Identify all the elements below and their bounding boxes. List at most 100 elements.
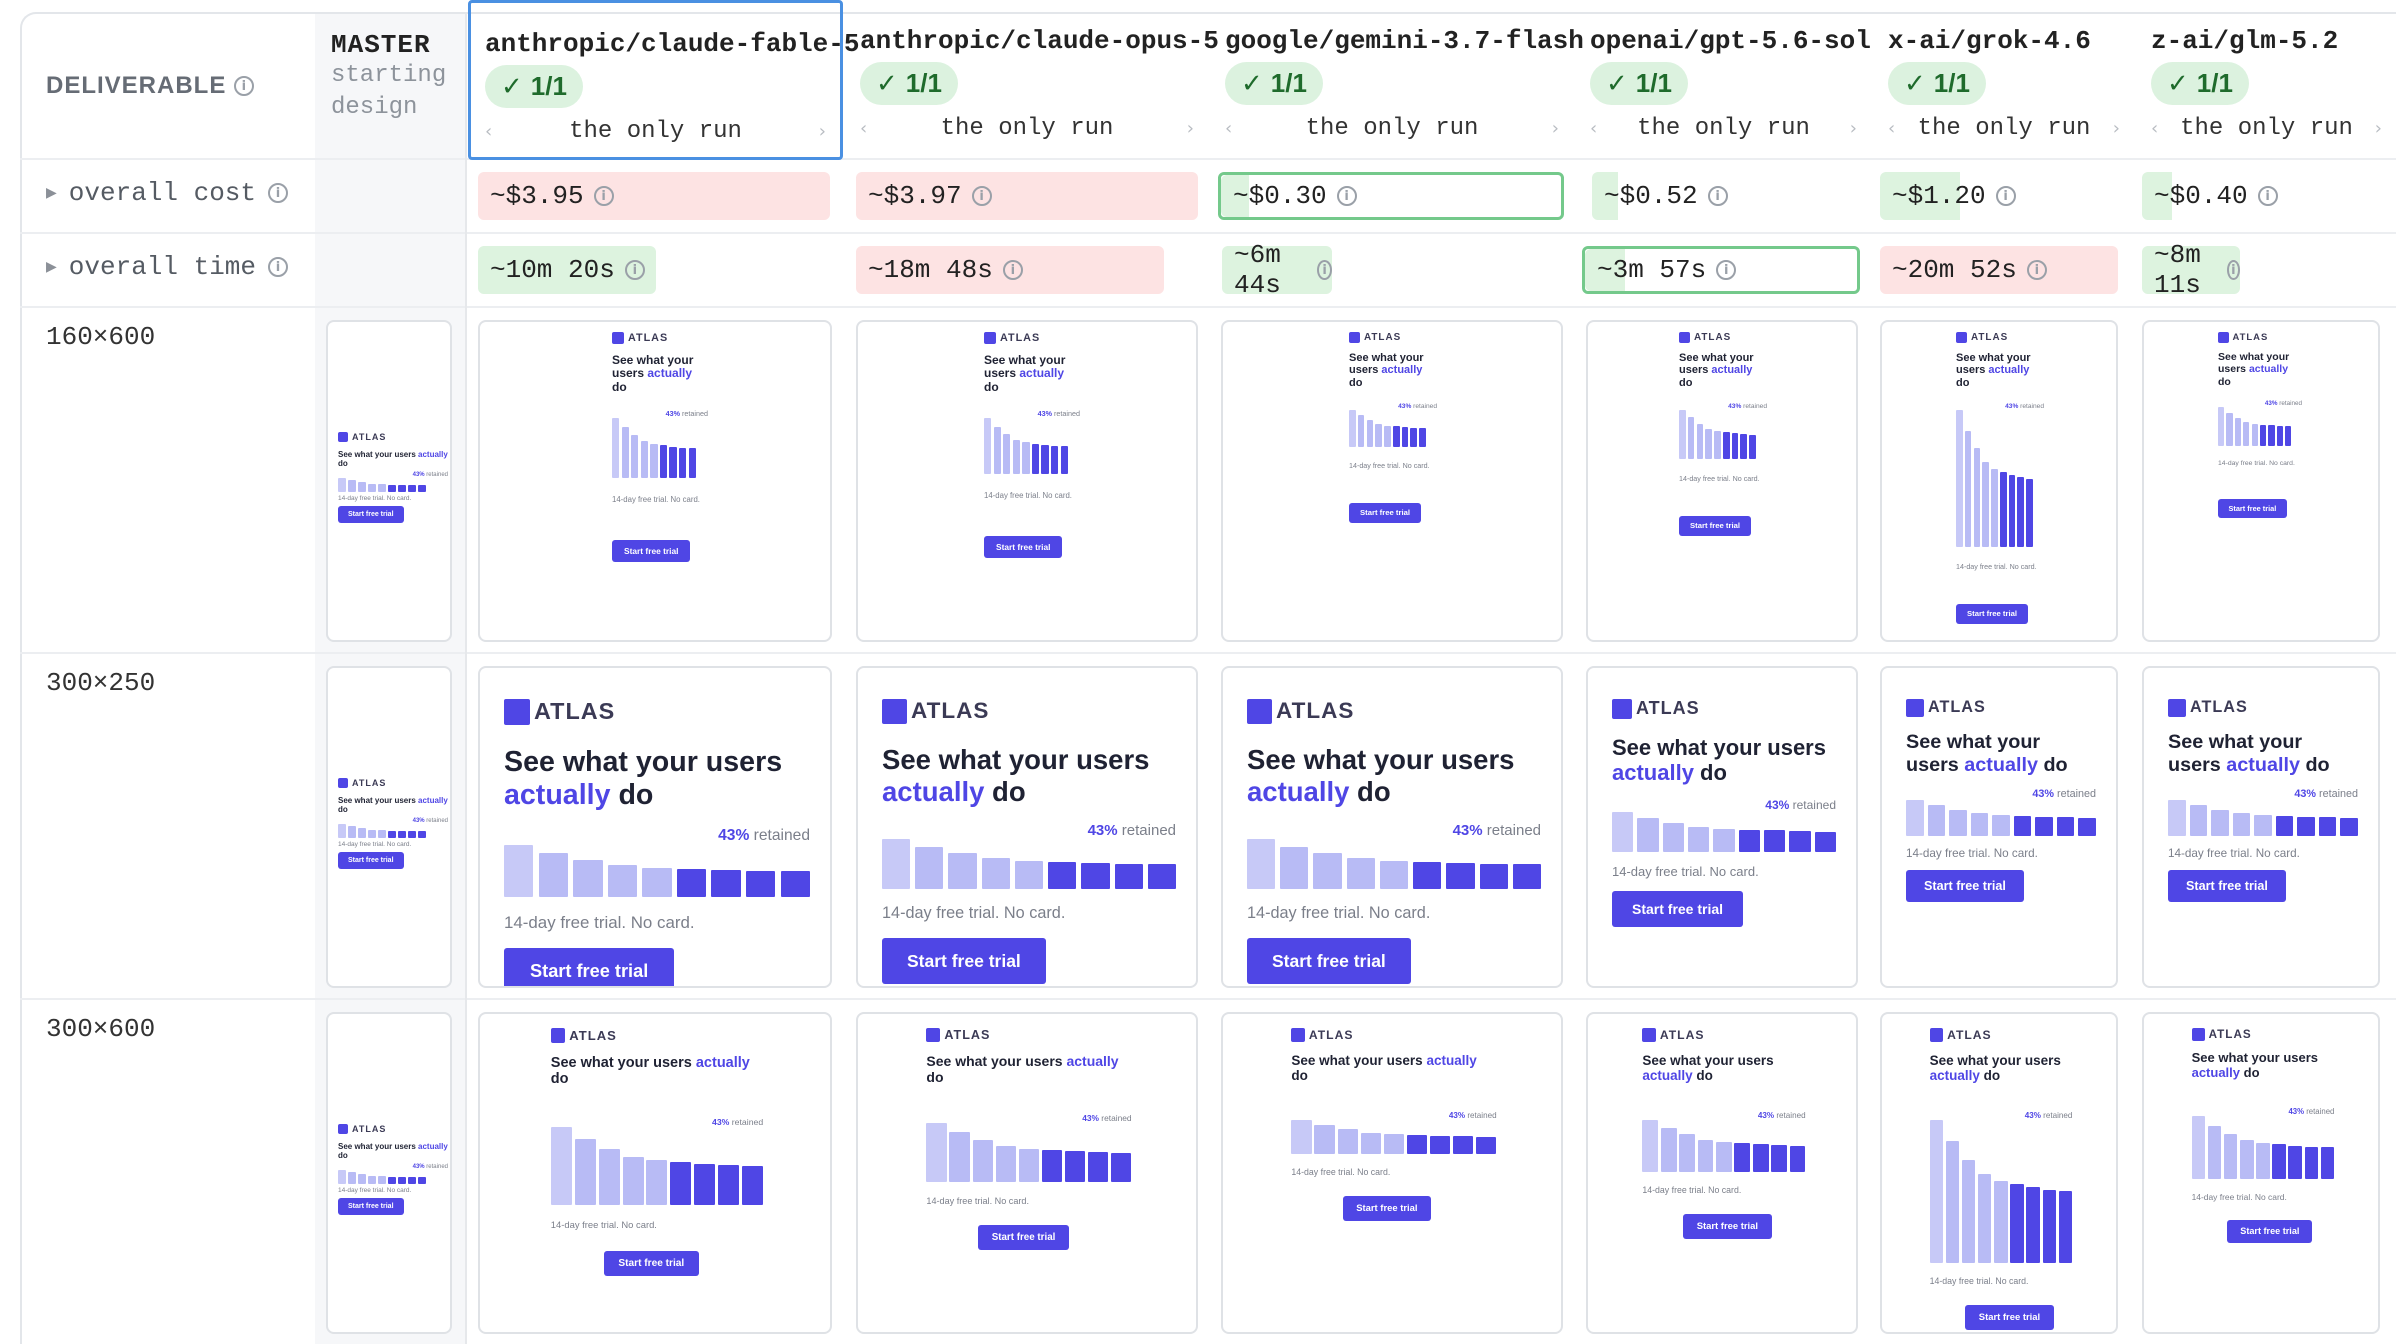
chevron-right-icon[interactable]: › — [2374, 117, 2382, 139]
chevron-left-icon[interactable]: ‹ — [1225, 117, 1233, 139]
info-icon[interactable]: i — [1716, 260, 1737, 280]
chevron-right-icon[interactable]: › — [2112, 117, 2120, 139]
start-trial-button[interactable]: Start free trial — [882, 938, 1046, 985]
model-column-header[interactable]: z-ai/glm-5.2 ✓ 1/1 ‹ the only run › — [2137, 0, 2396, 160]
banner-300x250[interactable]: ATLAS See what your users actually do 43% … — [1586, 666, 1858, 988]
banner-160x600[interactable]: ATLAS See what your users actually do 43% … — [1586, 320, 1858, 642]
banner-300x250[interactable]: ATLAS See what your users actually do 43% … — [1221, 666, 1563, 988]
start-trial-button[interactable]: Start free trial — [603, 1250, 699, 1277]
info-icon[interactable]: i — [268, 257, 289, 277]
banner-300x600[interactable]: ATLAS See what your users actually do 43% … — [1221, 1012, 1563, 1334]
banner-300x250[interactable]: ATLAS See what your users actually do 43% … — [326, 666, 452, 988]
retention-chart: 43% retained — [1291, 1111, 1497, 1154]
start-trial-button[interactable]: Start free trial — [1679, 515, 1751, 536]
model-column-header[interactable]: anthropic/claude-fable-5 ✓ 1/1 ‹ the only ru… — [468, 0, 859, 160]
run-selector[interactable]: ‹ the only run › — [1225, 112, 1559, 144]
start-trial-button[interactable]: Start free trial — [338, 506, 404, 524]
info-icon[interactable]: i — [2257, 186, 2278, 206]
banner-160x600[interactable]: ATLAS See what your users actually do 43% … — [856, 320, 1198, 642]
start-trial-button[interactable]: Start free trial — [1965, 1305, 2054, 1330]
chevron-right-icon[interactable]: › — [1551, 117, 1559, 139]
banner-300x600[interactable]: ATLAS See what your users actually do 43% … — [478, 1012, 832, 1334]
expand-triangle-icon[interactable]: ▶ — [46, 185, 57, 201]
chevron-right-icon[interactable]: › — [818, 120, 826, 142]
info-icon[interactable]: i — [971, 186, 992, 206]
expand-triangle-icon[interactable]: ▶ — [46, 259, 57, 275]
chart-bar — [2320, 1147, 2335, 1179]
run-selector[interactable]: ‹ the only run › — [2151, 112, 2382, 144]
model-column-header[interactable]: x-ai/grok-4.6 ✓ 1/1 ‹ the only run › — [1874, 0, 2134, 160]
start-trial-button[interactable]: Start free trial — [1349, 502, 1421, 523]
chart-bar — [670, 1162, 692, 1205]
start-trial-button[interactable]: Start free trial — [338, 852, 404, 870]
chevron-right-icon[interactable]: › — [1186, 117, 1194, 139]
banner-300x250[interactable]: ATLAS See what your users actually do 43% … — [856, 666, 1198, 988]
info-icon[interactable]: i — [593, 186, 614, 206]
overall-cost-toggle[interactable]: ▶ overall cost i — [46, 178, 289, 208]
info-icon[interactable]: i — [1995, 186, 2016, 206]
banner-300x600[interactable]: ATLAS See what your users actually do 43% … — [1586, 1012, 1858, 1334]
bar-series — [1906, 799, 2096, 836]
banner-160x600[interactable]: ATLAS See what your users actually do 43% … — [326, 320, 452, 642]
run-selector[interactable]: ‹ the only run › — [1590, 112, 1857, 144]
start-trial-button[interactable]: Start free trial — [1612, 890, 1744, 927]
retained-label: 43% retained — [1906, 788, 2096, 800]
start-trial-button[interactable]: Start free trial — [1956, 603, 2028, 624]
overall-time-toggle[interactable]: ▶ overall time i — [46, 252, 289, 282]
info-icon[interactable]: i — [268, 183, 289, 203]
start-trial-button[interactable]: Start free trial — [1342, 1196, 1432, 1221]
start-trial-button[interactable]: Start free trial — [2218, 498, 2287, 519]
banner-300x250[interactable]: ATLAS See what your users actually do 43% … — [478, 666, 832, 988]
chevron-right-icon[interactable]: › — [1849, 117, 1857, 139]
banner-160x600[interactable]: ATLAS See what your users actually do 43% … — [1221, 320, 1563, 642]
start-trial-button[interactable]: Start free trial — [612, 540, 691, 563]
info-icon[interactable]: i — [2226, 260, 2240, 280]
chevron-left-icon[interactable]: ‹ — [1590, 117, 1598, 139]
start-trial-button[interactable]: Start free trial — [984, 536, 1063, 559]
chart-bar — [2013, 815, 2032, 836]
info-icon[interactable]: i — [2026, 260, 2047, 280]
model-column-header[interactable]: anthropic/claude-opus-5 ✓ 1/1 ‹ the only run… — [846, 0, 1219, 160]
chevron-left-icon[interactable]: ‹ — [485, 120, 493, 142]
start-trial-button[interactable]: Start free trial — [977, 1225, 1070, 1251]
start-trial-button[interactable]: Start free trial — [2227, 1219, 2313, 1243]
chart-bar — [1018, 1148, 1040, 1182]
model-column-header[interactable]: google/gemini-3.7-flash ✓ 1/1 ‹ the only run… — [1211, 0, 1584, 160]
chevron-left-icon[interactable]: ‹ — [1888, 117, 1896, 139]
info-icon[interactable]: i — [624, 260, 645, 280]
banner-300x250[interactable]: ATLAS See what your users actually do 43% … — [1880, 666, 2118, 988]
metric-value: ~18m 48s — [868, 255, 993, 285]
info-icon[interactable]: i — [1002, 260, 1023, 280]
retained-word: retained — [2304, 1107, 2335, 1117]
cost-pill: ~$0.30 i — [1218, 172, 1564, 220]
chart-bar — [1679, 1134, 1695, 1172]
chevron-left-icon[interactable]: ‹ — [860, 117, 868, 139]
banner-300x600[interactable]: ATLAS See what your users actually do 43% … — [2142, 1012, 2380, 1334]
banner-300x600[interactable]: ATLAS See what your users actually do 43% … — [1880, 1012, 2118, 1334]
run-selector[interactable]: ‹ the only run › — [1888, 112, 2120, 144]
start-trial-button[interactable]: Start free trial — [338, 1198, 404, 1216]
banner-160x600[interactable]: ATLAS See what your users actually do 43% … — [2142, 320, 2380, 642]
chart-bar — [1949, 809, 1967, 836]
info-icon[interactable]: i — [1336, 186, 1357, 206]
model-column-header[interactable]: openai/gpt-5.6-sol ✓ 1/1 ‹ the only run › — [1576, 0, 1871, 160]
run-selector[interactable]: ‹ the only run › — [485, 115, 826, 147]
info-icon[interactable]: i — [1707, 186, 1728, 206]
start-trial-button[interactable]: Start free trial — [1906, 870, 2024, 903]
start-trial-button[interactable]: Start free trial — [1683, 1214, 1772, 1239]
info-icon[interactable]: i — [234, 76, 255, 96]
banner-300x600[interactable]: ATLAS See what your users actually do 43% … — [856, 1012, 1198, 1334]
run-selector[interactable]: ‹ the only run › — [860, 112, 1194, 144]
banner-160x600[interactable]: ATLAS See what your users actually do 43% … — [1880, 320, 2118, 642]
banner-160x600[interactable]: ATLAS See what your users actually do 43% … — [478, 320, 832, 642]
banner-300x600[interactable]: ATLAS See what your users actually do 43% … — [326, 1012, 452, 1334]
start-trial-button[interactable]: Start free trial — [1247, 938, 1411, 985]
chart-bar — [679, 447, 687, 479]
retained-word: retained — [424, 472, 448, 479]
chevron-left-icon[interactable]: ‹ — [2151, 117, 2159, 139]
banner-300x250[interactable]: ATLAS See what your users actually do 43% … — [2142, 666, 2380, 988]
start-trial-button[interactable]: Start free trial — [2168, 870, 2286, 903]
start-trial-button[interactable]: Start free trial — [504, 948, 675, 986]
info-icon[interactable]: i — [1317, 260, 1332, 280]
retention-chart: 43% retained — [1906, 788, 2096, 836]
